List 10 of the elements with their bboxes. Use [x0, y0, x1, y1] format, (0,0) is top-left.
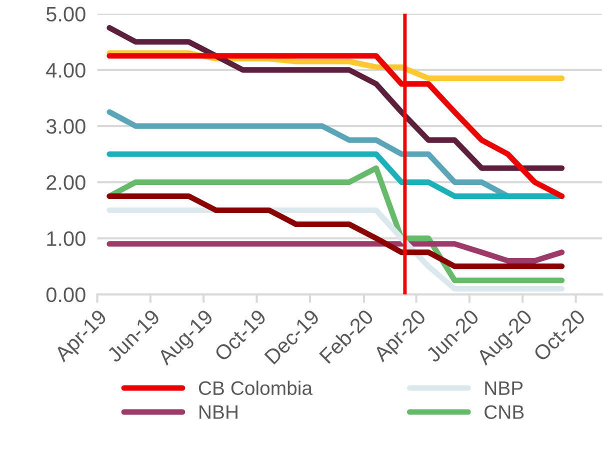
legend-label: CB Colombia — [198, 380, 313, 396]
y-tick-label: 1.00 — [47, 231, 86, 246]
y-tick-label: 3.00 — [46, 119, 86, 134]
legend-label: NBP — [485, 381, 523, 395]
y-tick-label: 2.00 — [46, 175, 86, 190]
y-tick-label: 4.00 — [46, 62, 86, 78]
legend-label: CNB — [484, 405, 524, 419]
y-tick-label: 0.00 — [46, 287, 86, 302]
legend-label: NBH — [200, 405, 238, 419]
y-tick-label: 5.00 — [46, 6, 86, 22]
